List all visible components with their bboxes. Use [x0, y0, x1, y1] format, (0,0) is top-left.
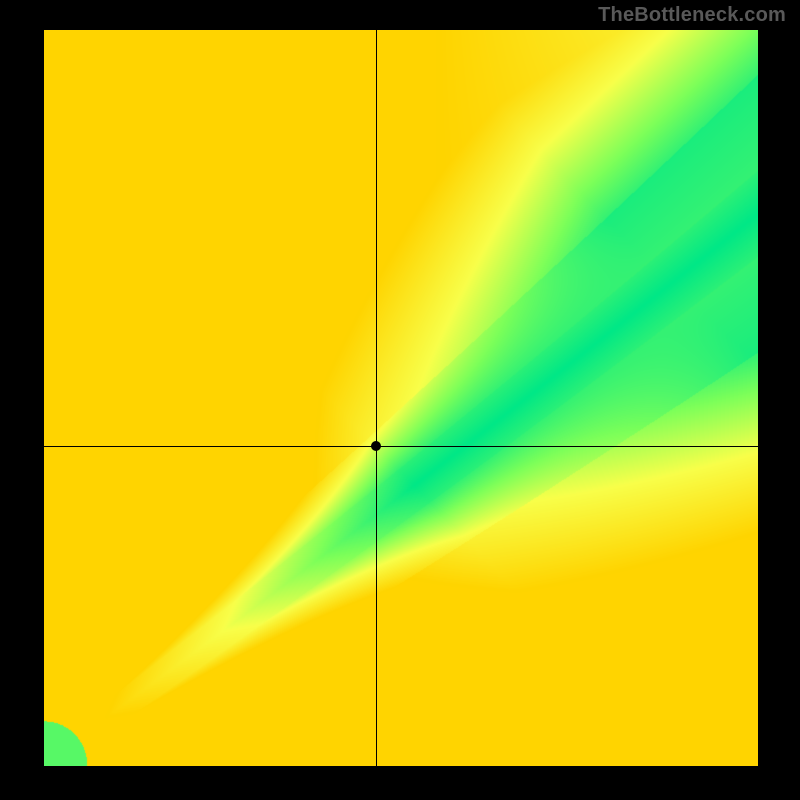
- crosshair-vertical: [376, 30, 377, 766]
- plot-area: [44, 30, 758, 766]
- watermark-text: TheBottleneck.com: [598, 4, 786, 27]
- crosshair-horizontal: [44, 446, 758, 447]
- heatmap-canvas: [44, 30, 758, 766]
- crosshair-marker: [371, 441, 381, 451]
